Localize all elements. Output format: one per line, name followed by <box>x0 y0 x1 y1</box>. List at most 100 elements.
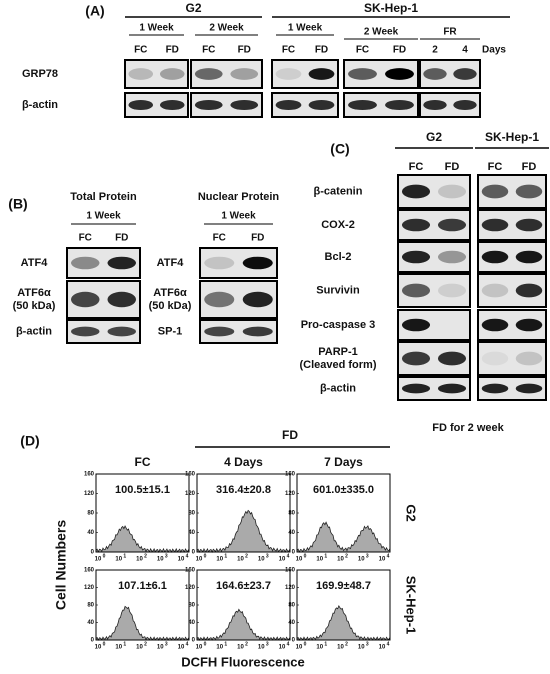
band <box>437 383 467 394</box>
band <box>453 99 477 111</box>
x-tick-exponent: 2 <box>144 641 147 647</box>
y-tick-label: 160 <box>285 472 296 478</box>
x-tick-label: 10 <box>296 645 303 651</box>
band <box>401 351 431 366</box>
band <box>481 184 509 199</box>
y-tick-label: 120 <box>185 585 196 591</box>
row-label: COX-2 <box>321 219 355 231</box>
band <box>385 68 414 80</box>
lane-label: FC <box>488 161 503 173</box>
x-tick-label: 10 <box>279 557 286 563</box>
band <box>401 250 431 264</box>
x-tick-label: 10 <box>95 645 102 651</box>
lane-label: FC <box>409 161 424 173</box>
note: FD for 2 week <box>432 422 504 434</box>
x-tick-exponent: 1 <box>224 641 227 647</box>
band <box>194 99 223 111</box>
band <box>230 68 259 80</box>
lane-label: FC <box>282 45 295 56</box>
band <box>481 218 509 232</box>
y-tick-label: 40 <box>188 530 195 536</box>
row-label: (50 kDa) <box>13 300 56 312</box>
band <box>515 351 543 366</box>
x-tick-label: 10 <box>337 645 344 651</box>
band <box>515 318 543 332</box>
y-tick-label: 0 <box>292 638 296 644</box>
row-label: Pro-caspase 3 <box>301 319 376 331</box>
x-tick-exponent: 2 <box>144 553 147 559</box>
x-tick-label: 10 <box>136 645 143 651</box>
y-tick-label: 160 <box>185 472 196 478</box>
band <box>515 383 543 394</box>
row-label: ATF4 <box>21 257 49 269</box>
band <box>204 256 235 270</box>
band <box>481 283 509 298</box>
x-tick-exponent: 3 <box>366 641 369 647</box>
column-label: 4 Days <box>224 455 263 469</box>
row-label: β-actin <box>22 99 58 111</box>
x-tick-label: 10 <box>157 557 164 563</box>
x-tick-exponent: 4 <box>387 641 390 647</box>
histogram <box>296 604 391 641</box>
y-tick-label: 40 <box>288 530 295 536</box>
row-label: PARP-1 <box>318 346 358 358</box>
x-tick-exponent: 0 <box>204 641 207 647</box>
band <box>481 383 509 394</box>
lane-label: FC <box>213 233 226 244</box>
y-tick-label: 120 <box>285 585 296 591</box>
y-tick-label: 80 <box>87 511 94 517</box>
period-label: 1 Week <box>221 211 256 222</box>
band <box>481 351 509 366</box>
period-label: FR <box>443 27 457 38</box>
x-tick-label: 10 <box>337 557 344 563</box>
lane-label: FC <box>202 45 215 56</box>
value-label: 100.5±15.1 <box>115 484 170 496</box>
row-label: ATF4 <box>157 257 185 269</box>
band <box>385 99 414 111</box>
blot-box <box>124 59 189 89</box>
x-tick-exponent: 1 <box>324 553 327 559</box>
x-tick-label: 10 <box>95 557 102 563</box>
x-tick-exponent: 1 <box>324 641 327 647</box>
y-tick-label: 40 <box>188 620 195 626</box>
band <box>401 383 431 394</box>
lane-unit: Days <box>482 45 506 56</box>
lane-label: FD <box>251 233 264 244</box>
band <box>348 68 377 80</box>
band <box>308 99 335 111</box>
panel-label: (B) <box>8 196 27 212</box>
histogram <box>95 525 190 553</box>
y-tick-label: 80 <box>188 511 195 517</box>
band <box>401 283 431 298</box>
value-label: 107.1±6.1 <box>118 580 167 592</box>
histogram <box>196 509 291 553</box>
x-tick-label: 10 <box>296 557 303 563</box>
panel-label: (C) <box>330 141 349 157</box>
band <box>242 326 273 337</box>
x-tick-exponent: 1 <box>123 641 126 647</box>
band <box>515 184 543 199</box>
y-tick-label: 0 <box>91 550 95 556</box>
x-tick-exponent: 3 <box>165 553 168 559</box>
lane-label: FD <box>393 45 406 56</box>
band <box>71 256 100 270</box>
lane-label: FC <box>356 45 369 56</box>
y-tick-label: 40 <box>288 620 295 626</box>
band <box>204 291 235 308</box>
band <box>242 291 273 308</box>
group-title: G2 <box>426 130 442 144</box>
y-tick-label: 80 <box>87 603 94 609</box>
y-tick-label: 80 <box>288 603 295 609</box>
y-tick-label: 0 <box>292 550 296 556</box>
value-label: 169.9±48.7 <box>316 580 371 592</box>
blot-box <box>66 319 141 344</box>
lane-label: 2 <box>432 45 438 56</box>
band <box>515 283 543 298</box>
band <box>159 99 185 111</box>
x-tick-label: 10 <box>115 557 122 563</box>
blot-box <box>477 341 547 376</box>
y-tick-label: 160 <box>84 568 95 574</box>
band <box>348 99 377 111</box>
row-label: Bcl-2 <box>325 251 352 263</box>
